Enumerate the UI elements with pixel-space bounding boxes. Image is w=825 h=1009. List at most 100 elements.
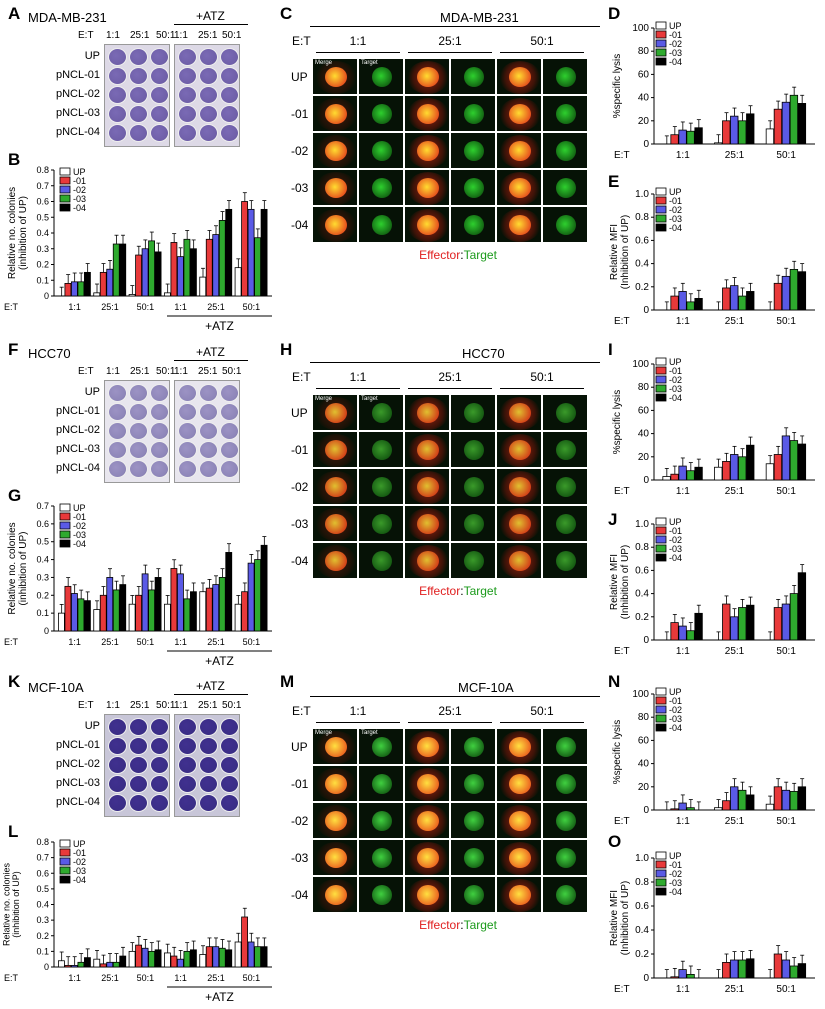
micro-ratio-line — [408, 388, 492, 389]
panel-letter-a: A — [8, 4, 21, 23]
micro-target-tile — [542, 839, 588, 876]
plate-well — [199, 460, 218, 478]
plate-ratio-header: 1:1 — [174, 366, 188, 377]
y-axis-label-line: Relative no. colonies — [1, 862, 11, 946]
micro-target-tile: Target — [358, 58, 404, 95]
plate-well — [129, 737, 148, 755]
legend-label: -01 — [669, 696, 682, 706]
micro-target-tile — [450, 206, 496, 243]
chart-j: Relative MFI(Inhibition of UP) 0 0.2 0.4 0.6… — [609, 517, 815, 657]
legend-swatch — [655, 887, 667, 896]
bar — [746, 958, 755, 979]
micro-merge-tile — [404, 468, 450, 505]
target-spheroid — [325, 811, 347, 831]
bar — [662, 476, 671, 481]
plate-well — [220, 775, 239, 793]
target-spheroid — [464, 178, 484, 198]
legend-colon: : — [460, 248, 464, 262]
bar — [730, 616, 739, 641]
bar — [128, 603, 136, 632]
bar — [789, 593, 799, 641]
panel-letter-h: H — [280, 340, 293, 359]
legend-label: -04 — [73, 875, 86, 885]
plate-row-label: UP — [84, 386, 100, 398]
plate-row-label: UP — [84, 720, 100, 732]
bar — [205, 946, 213, 968]
et-label: E:T — [4, 302, 19, 312]
plate-well — [150, 384, 169, 402]
y-tick-label: 0.4 — [635, 589, 649, 600]
bar — [64, 585, 72, 632]
micro-merge-tile — [496, 839, 542, 876]
bar — [71, 281, 78, 297]
legend-label: -01 — [669, 526, 682, 536]
legend-swatch — [655, 384, 667, 393]
micro-merge-tile — [404, 132, 450, 169]
bar — [190, 949, 197, 968]
bar — [212, 234, 220, 297]
legend-label: -04 — [669, 57, 682, 67]
plate-well — [150, 48, 169, 66]
bar — [112, 589, 120, 632]
legend-label: -04 — [669, 887, 682, 897]
target-spheroid — [556, 514, 576, 534]
micro-target-tile — [358, 468, 404, 505]
y-tick-label: 0.7 — [36, 181, 49, 191]
target-spheroid — [325, 403, 347, 423]
bar — [678, 625, 687, 641]
target-spheroid — [464, 477, 484, 497]
target-spheroid — [325, 774, 347, 794]
bar — [781, 435, 791, 481]
y-tick-label: 0 — [44, 962, 49, 972]
micro-ratio-header: 25:1 — [438, 704, 462, 718]
plate-well — [129, 756, 148, 774]
plate-well — [108, 718, 127, 736]
y-tick-label: 40 — [638, 93, 650, 104]
target-spheroid — [556, 885, 576, 905]
x-tick-label: 25:1 — [207, 973, 225, 983]
y-axis-label-line: (inhibition of UP) — [18, 532, 29, 606]
micro-ratio-header: 25:1 — [438, 34, 462, 48]
bar — [670, 976, 679, 979]
bar — [154, 251, 162, 297]
bar — [722, 461, 731, 481]
plate-ratio-header: 50:1 — [222, 700, 242, 711]
micro-ratio-line — [316, 388, 400, 389]
legend-label: UP — [669, 357, 682, 367]
micro-row-label: -01 — [291, 777, 309, 791]
legend-swatch — [655, 21, 667, 30]
y-tick-label: 80 — [638, 712, 650, 723]
micro-merge-tile — [404, 58, 450, 95]
legend-label: -03 — [669, 544, 682, 554]
plate-well — [108, 384, 127, 402]
micro-merge-tile — [404, 95, 450, 132]
target-spheroid — [372, 141, 392, 161]
target-spheroid — [372, 737, 392, 757]
et-label: E:T — [614, 316, 630, 327]
plate-untreated — [104, 380, 170, 483]
plate-well — [178, 794, 197, 812]
target-spheroid — [509, 848, 531, 868]
bar — [77, 281, 85, 297]
bar — [730, 115, 739, 145]
legend-label: UP — [669, 21, 682, 31]
target-spheroid — [509, 178, 531, 198]
bar — [164, 952, 171, 968]
target-word: Target — [463, 248, 497, 262]
plate-row-label: pNCL-02 — [55, 88, 100, 100]
plate-well — [129, 441, 148, 459]
bar — [247, 562, 255, 632]
micro-merge-tile — [404, 206, 450, 243]
target-spheroid — [325, 141, 347, 161]
plate-atz — [174, 714, 240, 817]
bar — [212, 946, 220, 968]
target-spheroid — [464, 737, 484, 757]
legend-swatch — [59, 203, 71, 212]
bar — [212, 584, 220, 632]
target-spheroid — [325, 440, 347, 460]
legend-label: UP — [73, 167, 86, 177]
target-spheroid — [509, 67, 531, 87]
merge-tile-label: Merge — [315, 60, 333, 66]
x-tick-label: 50:1 — [137, 973, 155, 983]
micro-ratio-header: 25:1 — [438, 370, 462, 384]
